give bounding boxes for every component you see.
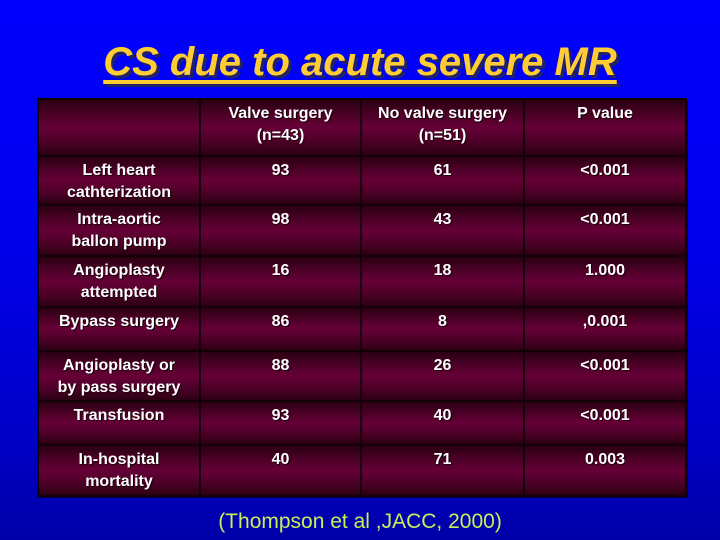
header-sublabel: (n=43) — [256, 127, 305, 144]
header-row: Valve surgery (n=43) No valve surgery (n… — [37, 98, 687, 157]
valve-surgery-value: 93 — [199, 400, 362, 446]
results-table-container: Valve surgery (n=43) No valve surgery (n… — [37, 98, 687, 497]
no-valve-surgery-value: 71 — [360, 444, 525, 497]
header-label: P value — [577, 105, 633, 122]
header-label: No valve surgery — [378, 105, 507, 122]
row-label-line: cathterization — [66, 184, 171, 201]
header-cell-p-value: P value — [523, 98, 687, 157]
header-label: Valve surgery — [228, 105, 333, 122]
valve-surgery-value: 86 — [199, 306, 362, 352]
row-label-line: by pass surgery — [57, 379, 181, 396]
table-row: Bypass surgery 86 8 ,0.001 — [37, 306, 687, 352]
results-table: Valve surgery (n=43) No valve surgery (n… — [37, 98, 687, 497]
table-row: Intra-aortic ballon pump 98 43 <0.001 — [37, 204, 687, 257]
p-value: <0.001 — [523, 155, 687, 206]
p-value: 0.003 — [523, 444, 687, 497]
valve-surgery-value: 88 — [199, 350, 362, 402]
valve-surgery-value: 16 — [199, 255, 362, 308]
row-label-line: In-hospital — [78, 451, 160, 468]
slide-title: CS due to acute severe MR — [103, 40, 617, 84]
table-row: Left heart cathterization 93 61 <0.001 — [37, 155, 687, 206]
row-label-line: Angioplasty — [73, 262, 165, 279]
row-label: In-hospital mortality — [37, 444, 201, 497]
no-valve-surgery-value: 43 — [360, 204, 525, 257]
p-value: <0.001 — [523, 350, 687, 402]
no-valve-surgery-value: 8 — [360, 306, 525, 352]
row-label-line: Transfusion — [73, 407, 165, 424]
table-row: Transfusion 93 40 <0.001 — [37, 400, 687, 446]
row-label: Intra-aortic ballon pump — [37, 204, 201, 257]
row-label: Angioplasty attempted — [37, 255, 201, 308]
row-label: Left heart cathterization — [37, 155, 201, 206]
no-valve-surgery-value: 40 — [360, 400, 525, 446]
row-label-line: attempted — [80, 284, 158, 301]
row-label: Bypass surgery — [37, 306, 201, 352]
p-value: <0.001 — [523, 400, 687, 446]
no-valve-surgery-value: 61 — [360, 155, 525, 206]
header-sublabel: (n=51) — [418, 127, 467, 144]
table-row: Angioplasty attempted 16 18 1.000 — [37, 255, 687, 308]
row-label-line: ballon pump — [71, 233, 167, 250]
p-value: ,0.001 — [523, 306, 687, 352]
p-value: 1.000 — [523, 255, 687, 308]
table-row: Angioplasty or by pass surgery 88 26 <0.0… — [37, 350, 687, 402]
row-label: Angioplasty or by pass surgery — [37, 350, 201, 402]
valve-surgery-value: 40 — [199, 444, 362, 497]
no-valve-surgery-value: 26 — [360, 350, 525, 402]
row-label: Transfusion — [37, 400, 201, 446]
citation-footnote: (Thompson et al ,JACC, 2000) — [218, 510, 502, 533]
valve-surgery-value: 93 — [199, 155, 362, 206]
no-valve-surgery-value: 18 — [360, 255, 525, 308]
p-value: <0.001 — [523, 204, 687, 257]
header-cell-no-valve-surgery: No valve surgery (n=51) — [360, 98, 525, 157]
header-cell-valve-surgery: Valve surgery (n=43) — [199, 98, 362, 157]
row-label-line: mortality — [85, 473, 153, 490]
header-cell-empty — [37, 98, 201, 157]
table-row: In-hospital mortality 40 71 0.003 — [37, 444, 687, 497]
row-label-line: Angioplasty or — [62, 357, 175, 374]
valve-surgery-value: 98 — [199, 204, 362, 257]
row-label-line: Intra-aortic — [77, 211, 161, 228]
row-label-line: Left heart — [82, 162, 156, 179]
row-label-line: Bypass surgery — [58, 313, 180, 330]
